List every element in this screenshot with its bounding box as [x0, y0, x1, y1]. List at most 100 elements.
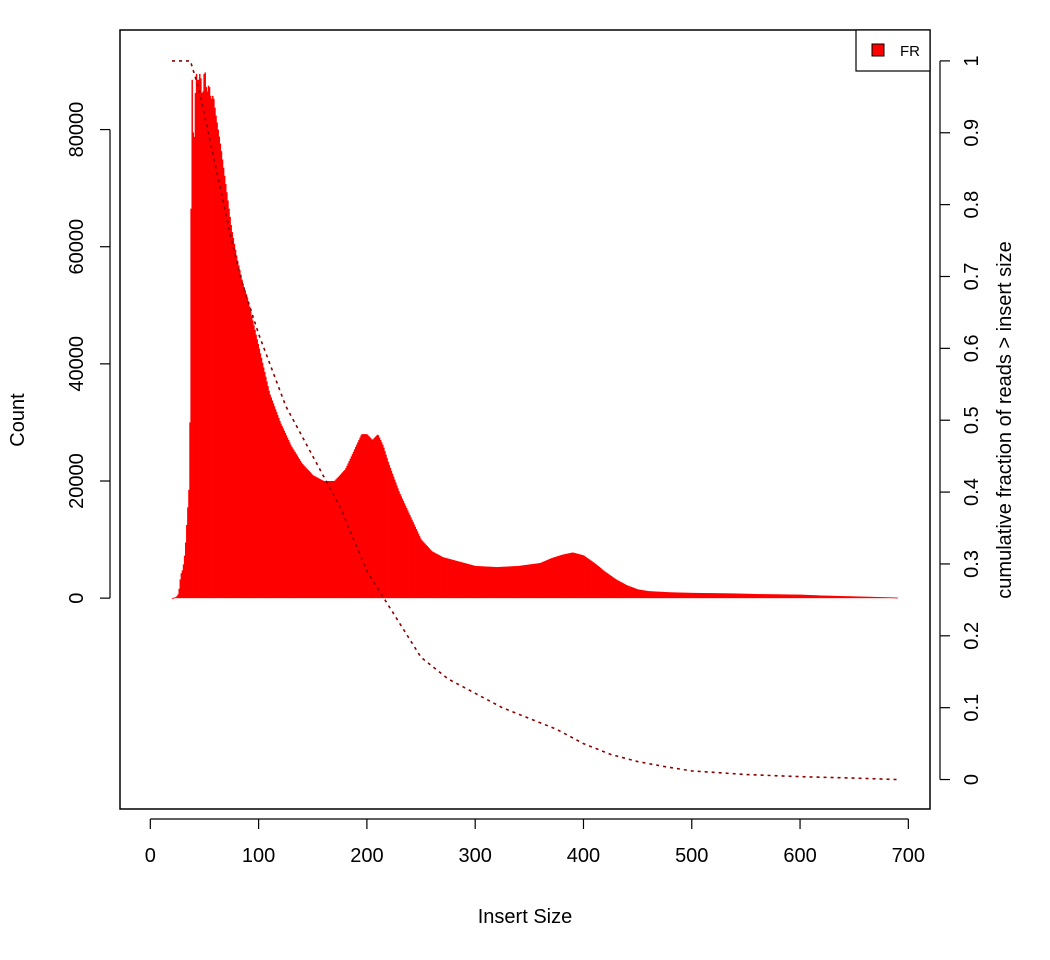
histogram-bar	[848, 596, 851, 599]
histogram-bar	[610, 575, 613, 599]
histogram-bar	[379, 440, 382, 599]
histogram-bar	[377, 435, 380, 599]
histogram-bar	[206, 91, 209, 599]
histogram-bar	[319, 478, 321, 599]
histogram-bar	[464, 563, 466, 599]
histogram-bar	[583, 555, 585, 599]
histogram-bar	[418, 536, 421, 599]
histogram-bar	[795, 594, 798, 599]
histogram-bar	[746, 593, 749, 599]
histogram-bar	[528, 564, 530, 599]
histogram-bar	[887, 597, 890, 599]
histogram-bar	[515, 566, 517, 599]
y-tick-label-left: 20000	[66, 453, 88, 509]
histogram-bar	[391, 473, 394, 599]
histogram-bar	[492, 566, 494, 599]
histogram-bar	[526, 564, 528, 599]
histogram-bar	[587, 558, 590, 599]
histogram-bar	[837, 595, 840, 599]
histogram-bar	[503, 566, 505, 599]
histogram-bar	[611, 576, 614, 599]
histogram-bar	[262, 367, 265, 599]
histogram-bar	[714, 593, 716, 599]
legend-label-fr: FR	[900, 43, 920, 60]
histogram-bar	[463, 562, 465, 599]
histogram-bar	[186, 524, 188, 599]
histogram-bar	[497, 567, 500, 599]
histogram-bar	[514, 566, 516, 599]
histogram-bar	[297, 457, 300, 599]
histogram-bar	[465, 563, 467, 599]
histogram-bar	[180, 573, 183, 599]
histogram-bar	[232, 237, 235, 599]
histogram-bar	[801, 594, 803, 599]
histogram-bar	[346, 465, 348, 599]
histogram-bar	[768, 594, 771, 599]
histogram-bar	[896, 597, 898, 599]
histogram-bar	[785, 594, 788, 599]
histogram-bar	[238, 265, 240, 599]
histogram-bar	[789, 594, 791, 599]
histogram-bar	[830, 595, 832, 599]
histogram-bar	[241, 279, 243, 599]
histogram-bar	[351, 454, 354, 599]
histogram-bar	[689, 592, 692, 599]
histogram-bar	[748, 593, 750, 599]
y-tick-label-right: 0.1	[961, 694, 983, 722]
histogram-bar	[181, 570, 184, 599]
histogram-bar	[411, 519, 413, 599]
histogram-bar	[650, 591, 653, 599]
histogram-bar	[265, 376, 267, 599]
histogram-bar	[195, 73, 198, 599]
y-tick-label-left: 40000	[66, 336, 88, 392]
histogram-bar	[568, 553, 570, 599]
histogram-bar	[268, 390, 270, 599]
histogram-bar	[214, 107, 216, 599]
histogram-bar	[690, 592, 693, 599]
histogram-bar	[654, 591, 657, 599]
histogram-bar	[390, 470, 393, 599]
histogram-bar	[698, 592, 700, 599]
histogram-bar	[803, 594, 805, 599]
histogram-bar	[199, 73, 201, 599]
histogram-bar	[312, 475, 315, 599]
histogram-bar	[578, 554, 580, 599]
histogram-bar	[549, 558, 552, 599]
histogram-bar	[345, 468, 347, 599]
histogram-bar	[665, 592, 668, 599]
histogram-bar	[375, 435, 378, 599]
histogram-bar	[486, 566, 488, 599]
histogram-bar	[745, 593, 748, 599]
histogram-bar	[663, 591, 666, 599]
histogram-bar	[809, 595, 812, 599]
histogram-bar	[378, 437, 381, 599]
histogram-bar	[743, 593, 746, 599]
plot-frame	[119, 29, 931, 810]
histogram-bar	[500, 566, 502, 599]
histogram-bar	[640, 589, 643, 599]
histogram-bar	[541, 562, 543, 599]
histogram-bar	[685, 592, 687, 599]
histogram-bar	[414, 526, 417, 599]
histogram-bar	[173, 597, 175, 599]
histogram-bar	[364, 434, 367, 599]
histogram-bar	[732, 593, 735, 599]
histogram-bar	[452, 559, 454, 599]
histogram-bar	[325, 481, 328, 599]
histogram-bar	[376, 434, 379, 599]
histogram-bar	[617, 580, 619, 599]
histogram-bar	[247, 301, 250, 599]
histogram-bar	[435, 553, 437, 599]
histogram-bar	[188, 489, 190, 599]
histogram-bar	[570, 552, 572, 599]
histogram-bar	[373, 438, 375, 599]
histogram-bars	[171, 72, 898, 599]
y-axis-left: 0 20000 40000 60000 80000	[66, 102, 111, 604]
histogram-bar	[554, 557, 556, 599]
histogram-bar	[706, 593, 709, 599]
histogram-bar	[582, 555, 584, 599]
histogram-bar	[652, 591, 655, 599]
histogram-bar	[187, 507, 189, 599]
histogram-bar	[869, 596, 871, 599]
